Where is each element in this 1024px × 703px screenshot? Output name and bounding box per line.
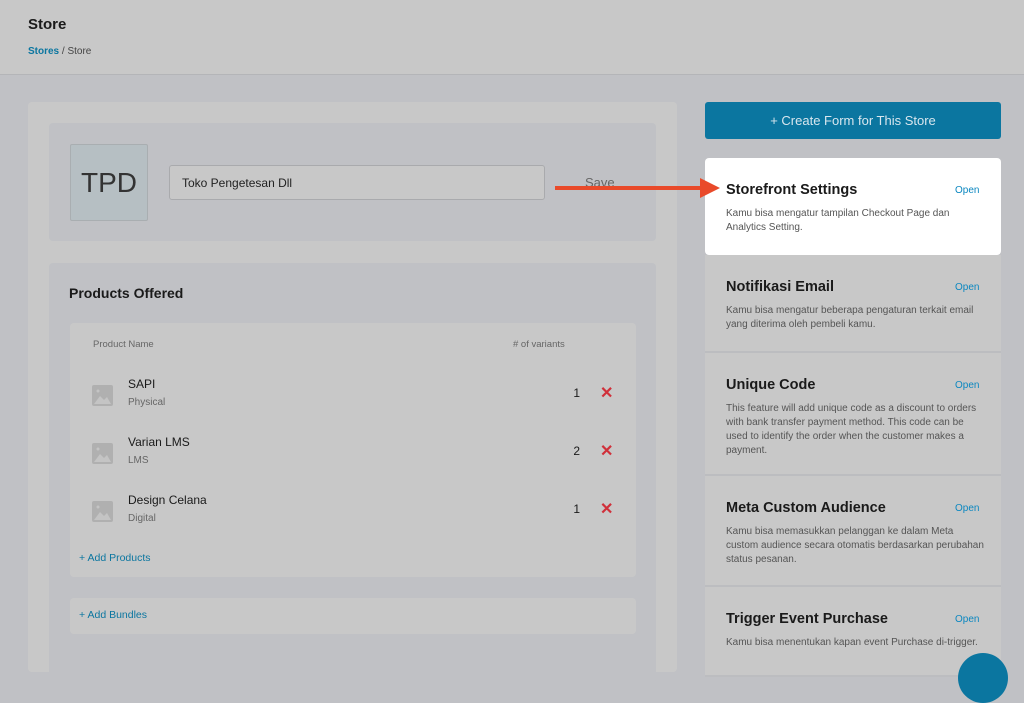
unique-code-card: Unique Code Open This feature will add u…	[705, 353, 1001, 476]
variant-count: 2	[573, 444, 580, 458]
remove-product-icon[interactable]: ✕	[600, 443, 614, 460]
card-description: This feature will add unique code as a d…	[726, 403, 977, 456]
table-row: Design Celana Digital 1 ✕	[70, 493, 636, 543]
variant-count: 1	[573, 502, 580, 516]
image-placeholder-icon	[92, 385, 113, 406]
store-main-card: TPD Save Products Offered Product Name #…	[28, 102, 677, 683]
breadcrumb: Stores / Store	[28, 46, 91, 57]
column-header-name: Product Name	[93, 339, 154, 350]
add-products-link[interactable]: + Add Products	[79, 552, 151, 564]
create-form-button[interactable]: + Create Form for This Store	[705, 102, 1001, 139]
store-info-section: TPD Save	[49, 123, 656, 241]
annotation-arrowhead-icon	[700, 178, 720, 198]
breadcrumb-separator: /	[59, 46, 68, 57]
table-row: Varian LMS LMS 2 ✕	[70, 435, 636, 485]
image-placeholder-icon	[92, 501, 113, 522]
card-description: Kamu bisa menentukan kapan event Purchas…	[726, 637, 978, 648]
remove-product-icon[interactable]: ✕	[600, 385, 614, 402]
column-header-variants: # of variants	[513, 339, 565, 350]
page-title: Store	[28, 16, 67, 33]
product-name: Design Celana	[128, 493, 207, 507]
breadcrumb-current: Store	[67, 46, 92, 57]
card-title: Notifikasi Email	[726, 279, 834, 295]
remove-product-icon[interactable]: ✕	[600, 501, 614, 518]
store-name-input[interactable]	[169, 165, 545, 200]
bundles-box: + Add Bundles	[70, 598, 636, 634]
card-description: Kamu bisa mengatur tampilan Checkout Pag…	[726, 208, 950, 233]
store-avatar: TPD	[70, 144, 148, 221]
product-name: Varian LMS	[128, 435, 190, 449]
card-title: Storefront Settings	[726, 182, 858, 198]
meta-custom-audience-card: Meta Custom Audience Open Kamu bisa mema…	[705, 476, 1001, 587]
storefront-settings-card: Storefront Settings Open Kamu bisa menga…	[705, 158, 1001, 255]
page-header: Store Stores / Store	[0, 0, 1024, 75]
trigger-event-purchase-card: Trigger Event Purchase Open Kamu bisa me…	[705, 587, 1001, 677]
variant-count: 1	[573, 386, 580, 400]
notifikasi-email-card: Notifikasi Email Open Kamu bisa mengatur…	[705, 255, 1001, 353]
product-type: Physical	[128, 397, 166, 408]
open-link[interactable]: Open	[955, 503, 980, 514]
open-link[interactable]: Open	[955, 282, 980, 293]
chat-fab-button[interactable]	[958, 653, 1008, 703]
product-type: Digital	[128, 513, 156, 524]
products-title: Products Offered	[69, 285, 184, 301]
open-link[interactable]: Open	[955, 185, 980, 196]
products-table: Product Name # of variants SAPI Physical…	[70, 323, 636, 577]
products-section: Products Offered Product Name # of varia…	[49, 263, 656, 683]
card-title: Unique Code	[726, 377, 816, 393]
card-title: Trigger Event Purchase	[726, 611, 888, 627]
product-name: SAPI	[128, 377, 156, 391]
open-link[interactable]: Open	[955, 380, 980, 391]
annotation-arrow	[555, 186, 705, 190]
breadcrumb-stores-link[interactable]: Stores	[28, 46, 60, 57]
table-row: SAPI Physical 1 ✕	[70, 377, 636, 427]
open-link[interactable]: Open	[955, 614, 980, 625]
card-description: Kamu bisa mengatur beberapa pengaturan t…	[726, 305, 974, 330]
product-type: LMS	[128, 455, 149, 466]
card-title: Meta Custom Audience	[726, 500, 886, 516]
card-description: Kamu bisa memasukkan pelanggan ke dalam …	[726, 526, 984, 565]
add-bundles-link[interactable]: + Add Bundles	[79, 609, 148, 621]
image-placeholder-icon	[92, 443, 113, 464]
